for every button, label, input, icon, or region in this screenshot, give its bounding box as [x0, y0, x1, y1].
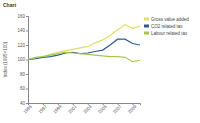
- y-tick: 140: [17, 28, 28, 33]
- chart: Chart 40 60 80 100 120 140 160 1995 1997 1999 2001 2…: [0, 0, 200, 123]
- y-tick: 40: [20, 101, 28, 106]
- y-tick-mark: [26, 45, 28, 46]
- x-tick: 2007: [112, 103, 123, 115]
- y-tick-label: 140: [17, 28, 25, 33]
- y-tick: 160: [17, 14, 28, 19]
- y-tick-mark: [26, 60, 28, 61]
- x-tick-label: 1997: [37, 104, 48, 115]
- y-tick-mark: [26, 74, 28, 75]
- x-tick: 1999: [52, 103, 63, 115]
- y-tick: 80: [20, 72, 28, 77]
- legend-label: CO2 related tax: [151, 24, 183, 29]
- title: Chart: [3, 2, 16, 8]
- legend-swatch: [144, 25, 149, 28]
- legend-label: Labour related tax: [151, 31, 188, 36]
- legend: Gross value added CO2 related tax Labour r…: [144, 17, 189, 36]
- x-tick: 1997: [37, 103, 48, 115]
- x-tick: 1995: [22, 103, 33, 115]
- legend-item: Gross value added: [144, 17, 189, 22]
- y-tick-label: 160: [17, 14, 25, 19]
- x-tick-label: 2001: [67, 104, 78, 115]
- legend-item: Labour related tax: [144, 31, 188, 36]
- y-tick-mark: [26, 31, 28, 32]
- y-tick-mark: [26, 16, 28, 17]
- series-line: [28, 52, 140, 61]
- legend-item: CO2 related tax: [144, 24, 183, 29]
- y-axis-title: Index (1995=100): [3, 41, 8, 77]
- y-tick-label: 100: [17, 57, 25, 62]
- y-tick-label: 60: [20, 86, 26, 91]
- y-tick: 60: [20, 86, 28, 91]
- x-tick: 2005: [97, 103, 108, 115]
- x-tick: 2001: [67, 103, 78, 115]
- plot-area: [28, 25, 140, 62]
- y-tick: 100: [17, 57, 28, 62]
- legend-swatch: [144, 32, 149, 35]
- x-tick-label: 2009: [127, 104, 138, 115]
- x-axis-line: [29, 104, 141, 106]
- x-tick-label: 1999: [52, 104, 63, 115]
- x-axis: 1995 1997 1999 2001 2003 2005 2007 2009: [22, 103, 140, 115]
- y-tick-label: 120: [17, 43, 25, 48]
- x-tick-label: 1995: [22, 104, 33, 115]
- x-tick-label: 2007: [112, 104, 123, 115]
- y-tick: 120: [17, 43, 28, 48]
- y-tick-label: 80: [20, 72, 26, 77]
- y-tick-label: 40: [20, 101, 26, 106]
- y-axis: 40 60 80 100 120 140 160: [17, 14, 28, 106]
- x-tick: 2003: [82, 103, 93, 115]
- y-tick-mark: [26, 103, 28, 104]
- x-tick-label: 2003: [82, 104, 93, 115]
- x-tick-label: 2005: [97, 104, 108, 115]
- x-tick: 2009: [127, 103, 138, 115]
- legend-swatch: [144, 18, 149, 21]
- legend-label: Gross value added: [151, 17, 189, 22]
- y-tick-mark: [26, 89, 28, 90]
